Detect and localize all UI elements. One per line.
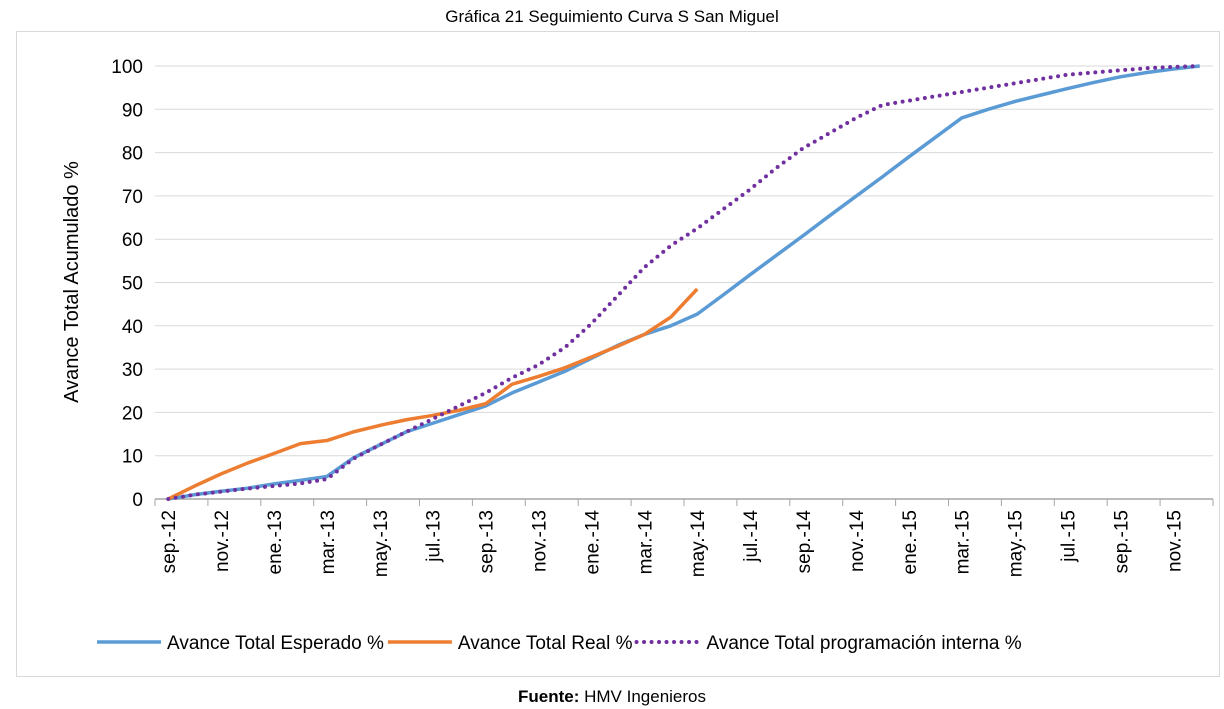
x-tick-label: may.-14 bbox=[688, 510, 709, 578]
x-tick-label: nov.-13 bbox=[530, 510, 551, 572]
series-line bbox=[167, 64, 1200, 501]
x-tick-label: mar.-15 bbox=[953, 510, 974, 574]
legend-label: Avance Total Real % bbox=[458, 633, 633, 654]
x-tick-label: jul.-13 bbox=[424, 510, 445, 563]
y-tick-label: 40 bbox=[122, 317, 143, 338]
y-tick-label: 0 bbox=[132, 490, 143, 511]
legend-label: Avance Total Esperado % bbox=[167, 633, 384, 654]
source-label: Fuente: bbox=[518, 687, 579, 706]
x-tick-label: ene.-14 bbox=[582, 510, 603, 575]
y-tick-label: 10 bbox=[122, 447, 143, 468]
x-tick-label: nov.-14 bbox=[847, 510, 868, 572]
x-tick-label: may.-15 bbox=[1006, 510, 1027, 577]
y-axis-label: Avance Total Acumulado % bbox=[61, 161, 83, 403]
series-line bbox=[167, 287, 699, 501]
x-tick-label: nov.-12 bbox=[212, 510, 233, 572]
y-tick-label: 20 bbox=[122, 403, 143, 424]
x-tick-label: mar.-14 bbox=[635, 510, 656, 575]
x-tick-label: may.-13 bbox=[371, 510, 392, 577]
y-tick-label: 90 bbox=[122, 100, 143, 121]
y-tick-label: 50 bbox=[122, 274, 143, 295]
x-tick-label: jul.-14 bbox=[741, 510, 762, 563]
x-tick-label: nov.-15 bbox=[1164, 510, 1185, 572]
x-tick-label: sep.-12 bbox=[159, 510, 180, 573]
y-tick-label: 70 bbox=[122, 187, 143, 208]
x-tick-label: sep.-13 bbox=[477, 510, 498, 573]
y-tick-label: 100 bbox=[111, 57, 143, 78]
source-note: Fuente: HMV Ingenieros bbox=[518, 687, 706, 706]
x-tick-label: jul.-15 bbox=[1059, 510, 1080, 563]
x-tick-label: sep.-14 bbox=[794, 510, 815, 574]
series-line bbox=[166, 64, 1202, 501]
source-text: HMV Ingenieros bbox=[584, 687, 706, 706]
x-tick-label: mar.-13 bbox=[318, 510, 339, 574]
legend-label: Avance Total programación interna % bbox=[707, 633, 1022, 654]
x-tick-label: ene.-13 bbox=[265, 510, 286, 574]
x-tick-label: sep.-15 bbox=[1111, 510, 1132, 573]
x-tick-label: ene.-15 bbox=[900, 510, 921, 574]
chart-title: Gráfica 21 Seguimiento Curva S San Migue… bbox=[445, 7, 779, 26]
chart-frame bbox=[16, 31, 1220, 677]
y-tick-label: 60 bbox=[122, 230, 143, 251]
y-tick-label: 80 bbox=[122, 144, 143, 165]
y-tick-label: 30 bbox=[122, 360, 143, 381]
